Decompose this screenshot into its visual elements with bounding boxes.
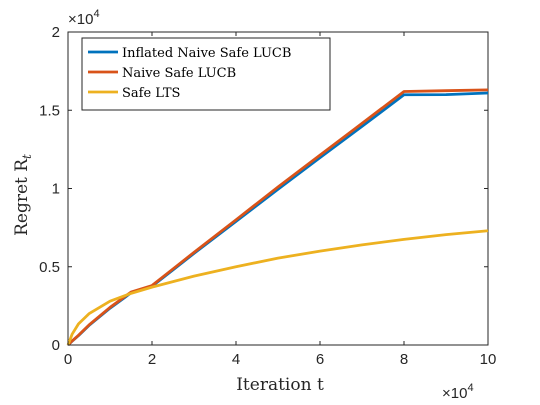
y-tick-label: 0.5 <box>39 259 60 276</box>
series-line-naive-safe-lucb <box>67 88 489 347</box>
x-tick-label: 0 <box>64 351 72 368</box>
y-axis-multiplier: ×104 <box>68 8 100 28</box>
series-layer <box>66 88 489 347</box>
y-axis-title: Regret Rt <box>12 154 34 236</box>
legend: Inflated Naive Safe LUCB Naive Safe LUCB S… <box>81 37 331 111</box>
x-tick-label: 8 <box>400 351 408 368</box>
series-line-safe-lts <box>66 229 489 346</box>
y-tick-label: 2 <box>52 24 60 41</box>
y-tick-label: 0 <box>52 337 60 354</box>
legend-label: Safe LTS <box>122 86 180 101</box>
x-tick-label: 10 <box>480 351 497 368</box>
y-tick-label: 1 <box>52 181 60 198</box>
x-axis-multiplier: ×104 <box>442 382 474 402</box>
y-tick-label: 1.5 <box>39 102 60 119</box>
legend-label: Inflated Naive Safe LUCB <box>122 46 291 61</box>
legend-box <box>81 37 331 111</box>
ticks-layer: 0 2 4 6 8 10 0 0.5 1 1.5 2 <box>39 24 496 368</box>
x-tick-label: 2 <box>148 351 156 368</box>
x-tick-label: 4 <box>232 351 240 368</box>
legend-label: Naive Safe LUCB <box>122 66 236 81</box>
x-tick-label: 6 <box>316 351 324 368</box>
x-axis-title: Iteration t <box>236 375 324 395</box>
